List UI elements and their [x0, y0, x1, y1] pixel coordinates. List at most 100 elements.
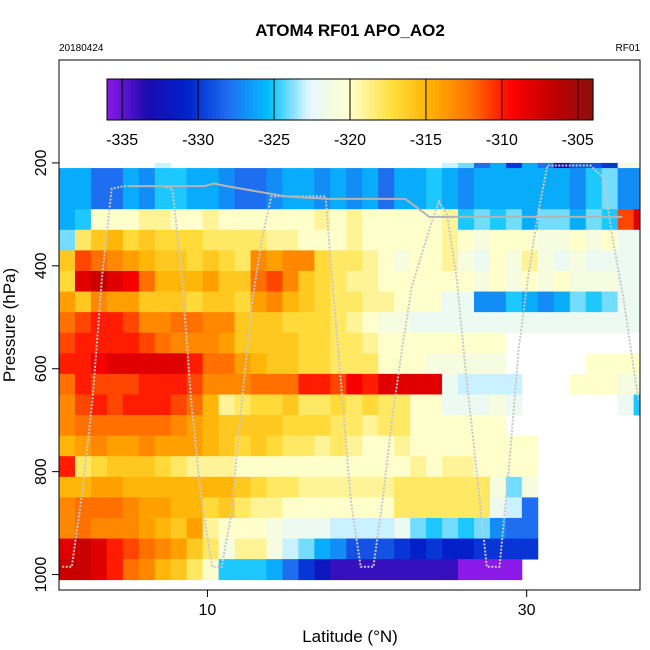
heatmap-cell	[585, 270, 603, 292]
heatmap-cell	[362, 291, 379, 313]
heatmap-cell	[346, 291, 363, 313]
heatmap-cell	[617, 353, 635, 375]
flight-id-label: RF01	[616, 43, 641, 54]
heatmap-cell	[218, 415, 235, 437]
heatmap-cell	[202, 353, 220, 375]
heatmap-cell	[170, 476, 188, 498]
heatmap-cell	[298, 538, 315, 560]
heatmap-cell	[314, 538, 331, 560]
heatmap-cell	[90, 456, 108, 478]
heatmap-cell	[410, 435, 427, 457]
colorbar-swatch	[305, 79, 311, 120]
heatmap-cell	[106, 291, 124, 313]
heatmap-cell	[474, 497, 491, 519]
heatmap-cell	[282, 168, 299, 210]
heatmap-cell	[250, 209, 267, 231]
plot-frame	[58, 59, 641, 591]
heatmap-cell	[170, 538, 188, 560]
heatmap-cell	[442, 229, 459, 251]
heatmap-cell	[250, 394, 267, 416]
heatmap-cell	[601, 312, 619, 334]
heatmap-cell	[442, 415, 459, 437]
heatmap-cell	[298, 559, 315, 581]
colorbar-swatch	[192, 79, 197, 120]
heatmap-cell	[378, 353, 395, 375]
heatmap-cell	[250, 497, 267, 519]
heatmap-cell	[234, 559, 251, 581]
colorbar-tick-label: -335	[106, 132, 138, 149]
heatmap-cell	[266, 559, 283, 581]
colorbar-tick-label: -320	[334, 132, 366, 149]
heatmap-cell	[154, 476, 172, 498]
heatmap-cell	[218, 394, 235, 416]
heatmap-cell	[489, 332, 507, 354]
heatmap-cell	[458, 332, 475, 354]
heatmap-cell	[330, 270, 347, 292]
heatmap-cell	[202, 538, 220, 560]
heatmap-cell	[553, 250, 571, 272]
colorbar-swatch	[167, 79, 173, 120]
heatmap-cell	[218, 373, 235, 395]
heatmap-cell	[90, 332, 108, 354]
heatmap-cell	[186, 209, 204, 231]
heatmap-cell	[170, 456, 188, 478]
y-axis-label: Pressure (hPa)	[0, 268, 19, 382]
heatmap-cell	[122, 415, 140, 437]
heatmap-cell	[202, 456, 220, 478]
colorbar-swatch	[256, 79, 262, 120]
heatmap-cell	[378, 332, 395, 354]
heatmap-cell	[474, 332, 491, 354]
colorbar-swatch	[216, 79, 221, 120]
heatmap-cell	[314, 229, 331, 251]
heatmap-cell	[234, 456, 251, 478]
heatmap-cell	[474, 353, 491, 375]
heatmap-cell	[186, 456, 204, 478]
heatmap-cell	[585, 353, 603, 375]
heatmap-cell	[410, 353, 427, 375]
heatmap-cell	[59, 229, 76, 251]
heatmap-cell	[378, 394, 395, 416]
heatmap-cell	[59, 415, 76, 437]
heatmap-cell	[489, 312, 507, 334]
heatmap-cell	[90, 435, 108, 457]
heatmap-cell	[170, 517, 188, 539]
colorbar-swatch	[516, 79, 521, 120]
heatmap-cell	[378, 559, 395, 581]
heatmap-cell	[234, 517, 251, 539]
heatmap-cell	[138, 353, 156, 375]
heatmap-cell	[106, 456, 124, 478]
heatmap-cell	[202, 229, 220, 251]
x-axis: 10 30	[199, 590, 536, 619]
heatmap-cell	[186, 394, 204, 416]
heatmap-cell	[266, 394, 283, 416]
heatmap-cell	[474, 456, 491, 478]
heatmap-cell	[410, 517, 427, 539]
heatmap-cell	[426, 353, 443, 375]
colorbar-swatch	[333, 79, 339, 120]
heatmap-cell	[569, 168, 587, 210]
heatmap-cell	[59, 435, 76, 457]
heatmap-cell	[346, 270, 363, 292]
heatmap-cell	[266, 291, 283, 313]
heatmap-cell	[553, 291, 571, 313]
heatmap-cell	[553, 312, 571, 334]
heatmap-cell	[585, 229, 603, 251]
heatmap-cell	[489, 476, 507, 498]
heatmap-cell	[553, 168, 571, 210]
colorbar-swatch	[435, 79, 440, 120]
colorbar-swatch	[520, 79, 525, 120]
heatmap-cell	[458, 168, 475, 210]
heatmap-cell	[202, 415, 220, 437]
heatmap-cell	[106, 250, 124, 272]
heatmap-cell	[106, 312, 124, 334]
colorbar-swatch	[552, 79, 558, 120]
heatmap-cell	[154, 435, 172, 457]
heatmap-cell	[410, 312, 427, 334]
heatmap-cell	[186, 312, 204, 334]
colorbar-swatch	[208, 79, 213, 120]
colorbar-swatch	[584, 79, 590, 120]
heatmap-cell	[59, 373, 76, 395]
heatmap-cell	[346, 373, 363, 395]
heatmap-cell	[330, 332, 347, 354]
heatmap-cell	[362, 435, 379, 457]
